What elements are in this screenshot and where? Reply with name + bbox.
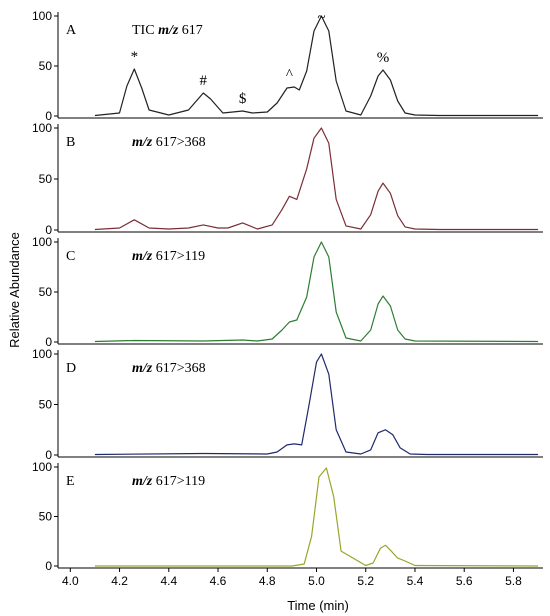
panel-b-annotation-value: 617>368 [152,135,205,150]
panel-d: 0 50 100 D m/z 617>368 [32,347,543,462]
x-axis: 4.0 4.2 4.4 4.6 4.8 5.0 5.2 5.4 5.6 5.8 [62,568,522,588]
panel-e-letter: E [66,474,75,489]
panel-a-annotation-mz: m/z [158,23,179,38]
panel-c-trace [94,241,539,343]
panel-b-y-tick-label: 50 [39,172,53,186]
peak-marker: * [131,49,139,65]
panel-a-letter: A [66,23,77,38]
panel-e-y-tick-label: 0 [45,559,52,573]
x-axis-label: Time (min) [287,598,349,613]
panel-b-letter: B [66,135,75,150]
panel-d-y-tick-label: 50 [39,398,53,412]
peak-marker: ~ [317,10,325,26]
panel-a-annotation: TIC m/z 617 [132,23,203,38]
panel-b-annotation-mz: m/z [132,135,153,150]
x-tick-label: 4.4 [160,574,177,588]
panel-d-y-tick-label: 100 [32,347,52,361]
x-tick-label: 5.4 [407,574,424,588]
panel-e-y-tick-label: 100 [32,460,52,474]
panel-c-letter: C [66,249,75,264]
x-tick-label: 5.6 [456,574,473,588]
panel-e-y-tick-label: 50 [39,510,53,524]
panel-a-y-tick-label: 50 [39,59,53,73]
panel-c-annotation-value: 617>119 [152,249,205,264]
x-tick-label: 4.6 [210,574,227,588]
peak-marker: % [377,50,390,66]
panel-d-annotation-mz: m/z [132,361,153,376]
panel-e-annotation: m/z 617>119 [132,474,205,489]
panel-c-y-tick-label: 0 [45,335,52,349]
panel-e-annotation-value: 617>119 [152,474,205,489]
panel-d-annotation: m/z 617>368 [132,361,206,376]
panel-a: 0 50 100 A TIC m/z 617 * # $ ^ ~% [32,9,543,123]
x-tick-label: 4.0 [62,574,79,588]
chromatogram-panels: 0 50 100 A TIC m/z 617 * # $ ^ ~% 0 50 100 B m/z 617>3… [32,9,543,573]
x-tick-label: 4.2 [111,574,128,588]
panel-b-y-tick-label: 100 [32,121,52,135]
panel-e-trace [94,467,539,567]
panel-e: 0 50 100 E m/z 617>119 [32,460,543,573]
panel-d-annotation-value: 617>368 [152,361,205,376]
panel-b-y-tick-label: 0 [45,223,52,237]
x-tick-label: 5.2 [357,574,374,588]
panel-a-y-tick-label: 100 [32,9,52,23]
peak-marker: $ [239,91,247,107]
x-tick-label: 5.0 [308,574,325,588]
panel-c-y-tick-label: 100 [32,235,52,249]
panel-a-annotation-title: TIC [132,23,158,38]
panel-a-trace [94,15,539,117]
panel-d-y-tick-label: 0 [45,448,52,462]
y-axis-label: Relative Abundance [7,232,22,348]
panel-d-trace [94,353,539,456]
peak-marker: # [200,73,208,89]
panel-a-annotation-value: 617 [178,23,203,38]
panel-b: 0 50 100 B m/z 617>368 [32,121,543,237]
panel-b-annotation: m/z 617>368 [132,135,206,150]
panel-c-annotation-mz: m/z [132,249,153,264]
panel-c-y-tick-label: 50 [39,285,53,299]
x-tick-label: 5.8 [505,574,522,588]
panel-c-annotation: m/z 617>119 [132,249,205,264]
peak-marker: ^ [286,67,293,83]
panel-a-y-tick-label: 0 [45,109,52,123]
panel-d-letter: D [66,361,76,376]
panel-b-trace [94,127,539,231]
panel-e-annotation-mz: m/z [132,474,153,489]
x-tick-label: 4.8 [259,574,276,588]
panel-c: 0 50 100 C m/z 617>119 [32,235,543,349]
